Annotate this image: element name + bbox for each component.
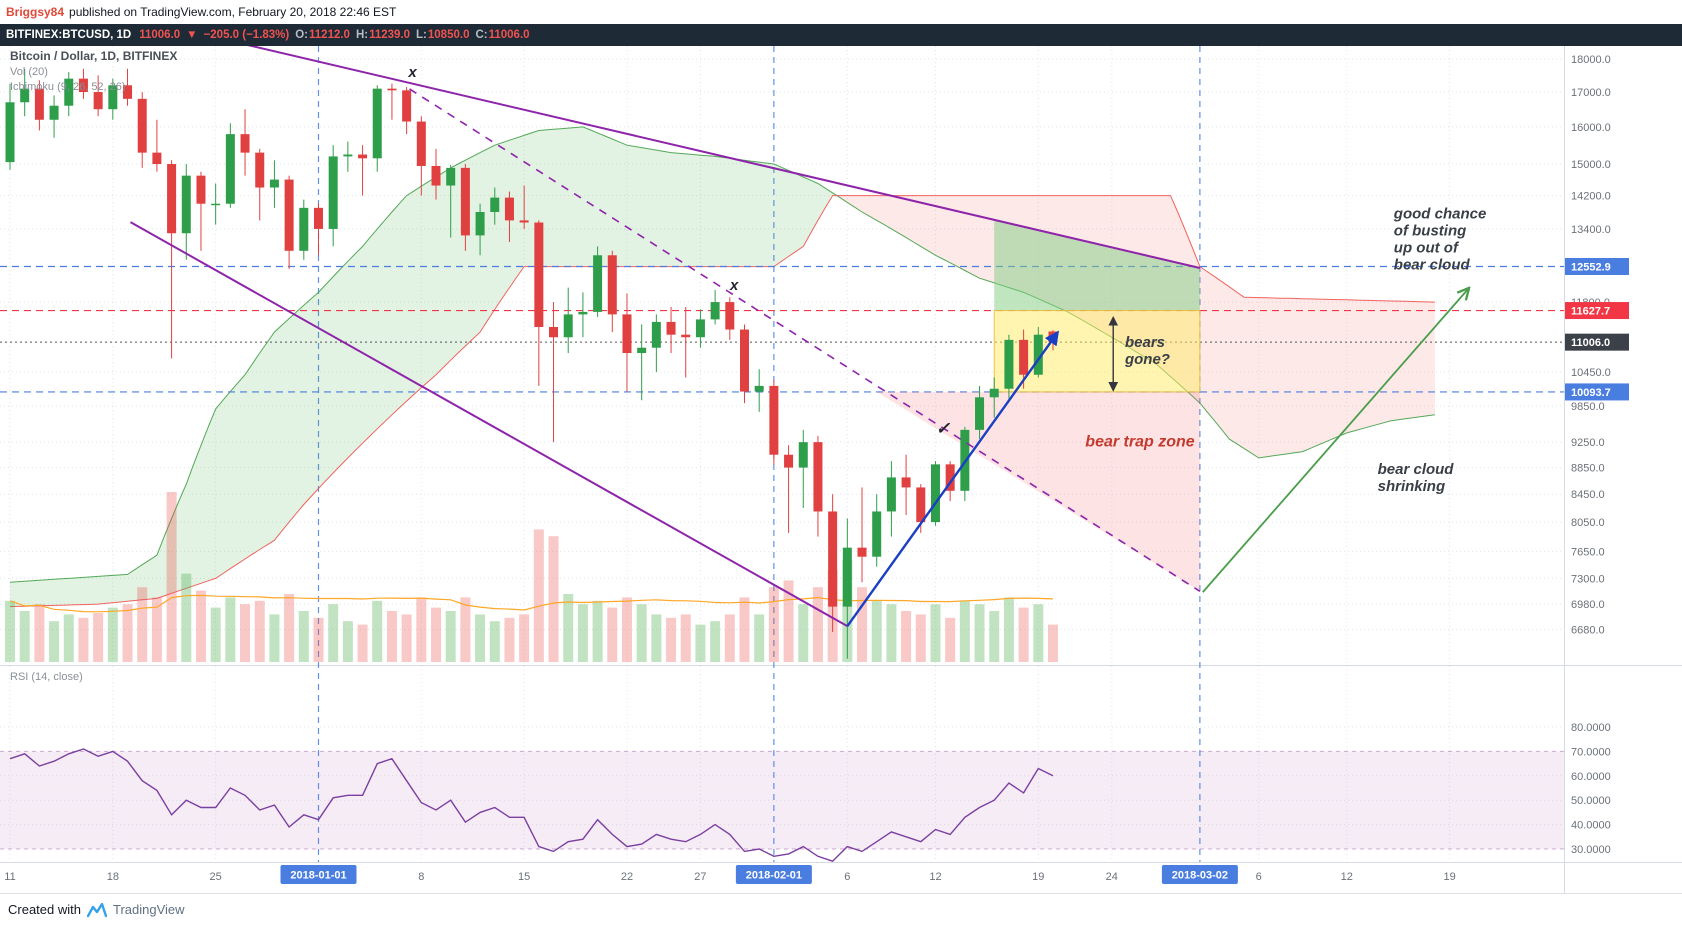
svg-text:6980.0: 6980.0 (1571, 599, 1605, 611)
svg-text:11006.0: 11006.0 (1571, 337, 1610, 349)
open-value: 11212.0 (309, 29, 350, 41)
svg-text:8050.0: 8050.0 (1571, 517, 1605, 529)
svg-text:12: 12 (1341, 871, 1353, 883)
symbol-name[interactable]: BITFINEX:BTCUSD, 1D (6, 29, 132, 41)
svg-text:8450.0: 8450.0 (1571, 489, 1605, 501)
svg-text:bear trap zone: bear trap zone (1085, 434, 1194, 451)
tradingview-logo-icon[interactable] (86, 902, 108, 918)
svg-text:2018-02-01: 2018-02-01 (746, 870, 802, 882)
volume-bars (5, 492, 1058, 662)
trendlines-arrows[interactable] (129, 46, 1467, 628)
svg-text:6: 6 (1256, 871, 1262, 883)
svg-text:14200.0: 14200.0 (1571, 191, 1611, 203)
change-arrow-icon: ▼ (186, 29, 198, 41)
svg-text:6680.0: 6680.0 (1571, 624, 1605, 636)
low-label: L: (416, 29, 427, 41)
chart-canvas[interactable]: x x ✓ good chance of busting up out of bear cl… (0, 46, 1682, 893)
rsi-plot (9, 748, 1054, 863)
gridlines (0, 46, 1682, 893)
svg-text:17000.0: 17000.0 (1571, 87, 1611, 99)
svg-text:13400.0: 13400.0 (1571, 224, 1611, 236)
svg-text:60.0000: 60.0000 (1571, 771, 1611, 783)
svg-text:30.0000: 30.0000 (1571, 844, 1611, 856)
svg-text:✓: ✓ (936, 419, 951, 438)
svg-text:18000.0: 18000.0 (1571, 54, 1611, 66)
svg-text:8: 8 (418, 871, 424, 883)
svg-text:2018-03-02: 2018-03-02 (1172, 870, 1228, 882)
svg-text:2018-01-01: 2018-01-01 (290, 870, 346, 882)
open-label: O: (295, 29, 309, 41)
footer: Created with TradingView (0, 893, 1682, 951)
author-link[interactable]: Briggsy84 (6, 5, 65, 19)
svg-text:x: x (407, 64, 417, 81)
publish-header: Briggsy84 published on TradingView.com, F… (0, 0, 1682, 24)
svg-text:9850.0: 9850.0 (1571, 401, 1605, 413)
svg-text:11: 11 (4, 871, 15, 883)
svg-text:22: 22 (621, 871, 633, 883)
svg-text:7300.0: 7300.0 (1571, 573, 1605, 585)
svg-text:50.0000: 50.0000 (1571, 795, 1611, 807)
high-value: 11239.0 (369, 29, 411, 41)
svg-text:80.0000: 80.0000 (1571, 722, 1611, 734)
svg-text:6: 6 (844, 871, 850, 883)
annotations[interactable]: x x ✓ good chance of busting up out of bear cl… (407, 64, 1486, 495)
svg-text:12: 12 (929, 871, 941, 883)
drawing-shapes[interactable] (876, 220, 1201, 592)
close-label: C: (475, 29, 488, 41)
svg-text:25: 25 (210, 871, 222, 883)
svg-text:19: 19 (1032, 871, 1044, 883)
high-label: H: (355, 29, 369, 41)
svg-text:9250.0: 9250.0 (1571, 437, 1605, 449)
low-value: 10850.0 (427, 29, 470, 41)
price-change: −205.0 (−1.83%) (203, 29, 290, 41)
rsi-indicator-label[interactable]: RSI (14, close) (10, 671, 83, 683)
svg-text:19: 19 (1443, 871, 1455, 883)
svg-text:10093.7: 10093.7 (1571, 387, 1611, 399)
last-price: 11006.0 (139, 29, 181, 41)
svg-text:70.0000: 70.0000 (1571, 746, 1611, 758)
svg-text:8850.0: 8850.0 (1571, 463, 1605, 475)
svg-text:11627.7: 11627.7 (1571, 306, 1610, 318)
chart-region[interactable]: x x ✓ good chance of busting up out of bear cl… (0, 46, 1682, 893)
svg-text:15: 15 (518, 871, 530, 883)
tradingview-brand[interactable]: TradingView (112, 902, 185, 917)
svg-text:7650.0: 7650.0 (1571, 546, 1605, 558)
price-level-lines[interactable] (0, 265, 1564, 393)
svg-text:18: 18 (107, 871, 119, 883)
axes[interactable]: 18000.0 17000.0 16000.0 15000.0 14200.0 13400… (4, 54, 1629, 884)
created-with-text: Created with (8, 902, 81, 917)
symbol-info-bar: BITFINEX:BTCUSD, 1D 11006.0 ▼ −205.0 (−1.83… (0, 24, 1682, 46)
svg-text:24: 24 (1106, 871, 1118, 883)
publish-info: published on TradingView.com, February 2… (69, 5, 397, 19)
svg-text:16000.0: 16000.0 (1571, 122, 1611, 134)
svg-text:15000.0: 15000.0 (1571, 159, 1611, 171)
svg-text:27: 27 (694, 871, 706, 883)
svg-text:10450.0: 10450.0 (1571, 367, 1611, 379)
svg-text:40.0000: 40.0000 (1571, 820, 1611, 832)
svg-text:x: x (729, 277, 739, 294)
svg-text:12552.9: 12552.9 (1571, 261, 1611, 273)
close-value: 11006.0 (488, 29, 530, 41)
